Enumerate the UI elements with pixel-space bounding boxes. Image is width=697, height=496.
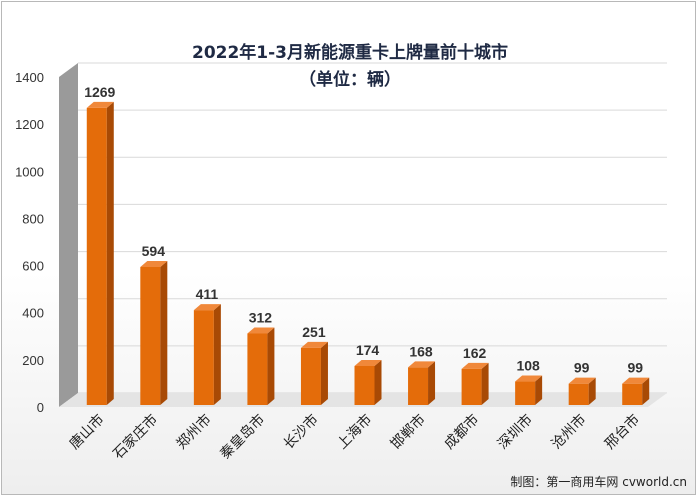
bar [140, 266, 161, 405]
bar-top [354, 359, 382, 366]
bar-side [535, 375, 543, 405]
y-tick-label: 0 [37, 400, 44, 415]
bar-side [213, 304, 221, 405]
bar-side [160, 260, 168, 405]
x-tick-label: 成都市 [441, 411, 483, 453]
bar [461, 368, 482, 405]
bar-top [300, 341, 328, 348]
bar-top [247, 327, 275, 334]
data-label: 108 [516, 358, 540, 374]
left-wall [59, 63, 78, 407]
data-label: 174 [356, 342, 380, 358]
x-tick-label: 邢台市 [601, 411, 643, 453]
bar [86, 107, 107, 405]
data-label: 162 [463, 345, 487, 361]
data-label: 99 [627, 360, 643, 376]
x-tick-label: 石家庄市 [110, 411, 162, 463]
data-label: 168 [409, 343, 433, 359]
data-label: 1269 [84, 84, 115, 100]
bar-top [140, 260, 168, 267]
data-label: 312 [249, 309, 273, 325]
source-watermark: 制图：第一商用车网 cvworld.cn [510, 475, 687, 489]
bar-top [568, 377, 596, 384]
x-tick-label: 唐山市 [66, 411, 108, 453]
bar-top [515, 375, 543, 382]
x-tick-label: 秦皇岛市 [217, 411, 269, 463]
bar [300, 347, 321, 405]
bar [408, 367, 429, 405]
x-tick-label: 邯郸市 [387, 411, 429, 453]
bar [354, 365, 375, 405]
bar-top [622, 377, 650, 384]
y-tick-label: 400 [22, 306, 44, 321]
chart-subtitle: （单位：辆） [299, 70, 401, 90]
y-tick-label: 1000 [15, 164, 44, 179]
bar-top [408, 361, 436, 368]
x-tick-label: 长沙市 [280, 411, 322, 453]
bar-side [588, 377, 596, 405]
bar-side [481, 362, 489, 405]
data-label: 99 [574, 360, 590, 376]
x-tick-label: 上海市 [334, 411, 376, 453]
x-tick-label: 郑州市 [173, 411, 215, 453]
bar-top [461, 362, 489, 369]
x-tick-label: 深圳市 [494, 411, 536, 453]
y-tick-label: 800 [22, 211, 44, 226]
y-tick-label: 200 [22, 353, 44, 368]
bar-side [106, 101, 114, 405]
bar [247, 333, 268, 405]
x-tick-label: 沧州市 [548, 411, 590, 453]
bar-side [428, 361, 436, 405]
bar-side [374, 359, 382, 405]
bar [515, 381, 536, 405]
bar-top [193, 304, 221, 311]
bar-side [320, 341, 328, 405]
y-tick-label: 1400 [15, 70, 44, 85]
bar-top [86, 101, 114, 108]
bar [622, 383, 643, 405]
chart-title: 2022年1-3月新能源重卡上牌量前十城市 [191, 43, 509, 63]
bar [193, 310, 214, 405]
bar-side [267, 327, 275, 405]
bar [568, 383, 589, 405]
y-tick-label: 1200 [15, 117, 44, 132]
y-tick-label: 600 [22, 259, 44, 274]
data-label: 594 [142, 243, 166, 259]
data-label: 251 [302, 324, 326, 340]
data-label: 411 [196, 286, 219, 302]
bar-side [642, 377, 650, 405]
